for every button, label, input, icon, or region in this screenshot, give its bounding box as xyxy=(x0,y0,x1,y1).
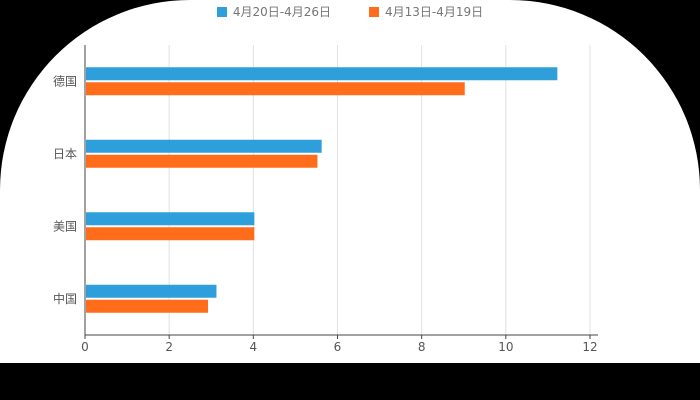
x-tick-label: 8 xyxy=(418,340,426,354)
bar-中国-series1 xyxy=(86,299,209,313)
x-tick-label: 10 xyxy=(498,340,513,354)
x-tick-label: 12 xyxy=(582,340,597,354)
y-category-label: 美国 xyxy=(53,219,77,233)
y-category-label: 中国 xyxy=(53,291,77,306)
legend-item-previous-week[interactable]: 4月13日-4月19日 xyxy=(369,6,483,18)
bar-美国-series0 xyxy=(86,212,255,226)
bar-美国-series1 xyxy=(86,227,255,241)
legend: 4月20日-4月26日 4月13日-4月19日 xyxy=(0,6,700,18)
legend-label: 4月13日-4月19日 xyxy=(385,5,484,19)
legend-label: 4月20日-4月26日 xyxy=(232,5,331,19)
legend-item-current-week[interactable]: 4月20日-4月26日 xyxy=(216,5,331,19)
bar-日本-series0 xyxy=(86,139,322,153)
y-category-label: 日本 xyxy=(53,147,77,161)
legend-swatch-0 xyxy=(216,7,227,17)
x-tick-label: 2 xyxy=(165,340,173,354)
bar-德国-series1 xyxy=(86,82,465,96)
bar-日本-series1 xyxy=(86,154,318,168)
y-category-label: 德国 xyxy=(53,73,77,88)
x-tick-label: 4 xyxy=(250,340,258,354)
bar-德国-series0 xyxy=(86,67,558,81)
legend-swatch-1 xyxy=(369,7,379,17)
x-tick-label: 0 xyxy=(81,340,89,354)
x-tick-label: 6 xyxy=(334,340,342,354)
bar-中国-series0 xyxy=(86,284,217,298)
